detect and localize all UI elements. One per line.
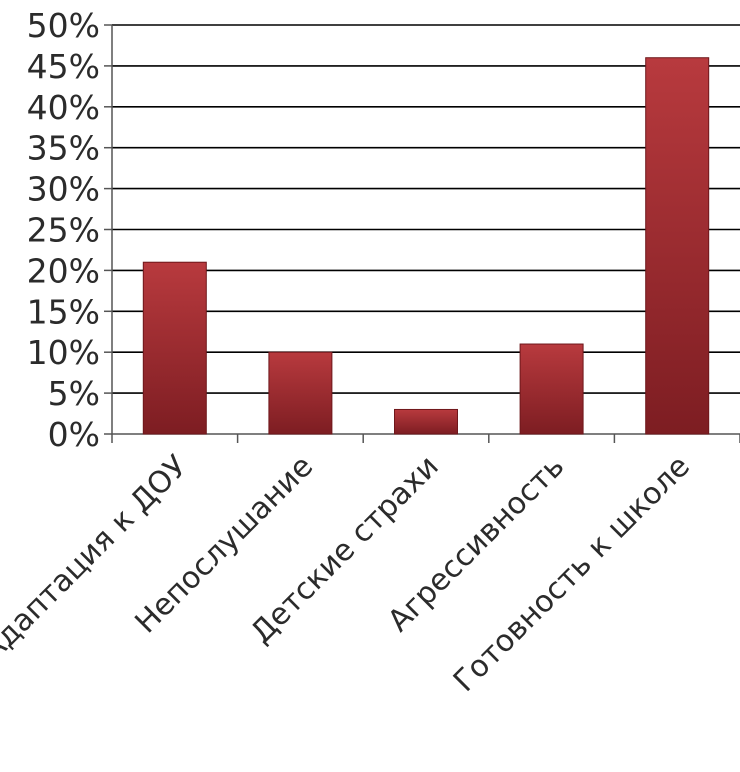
gridlines [112,24,740,394]
y-tick-label: 35% [27,129,100,168]
axes [104,24,740,443]
y-tick-label: 0% [48,415,100,454]
bar-4 [519,343,584,435]
bars [142,57,710,435]
y-tick-label: 25% [27,211,100,250]
category-label: Адаптация к ДОУ [0,449,194,669]
bar-5 [645,57,710,435]
bar-3 [394,408,458,435]
y-tick-label: 20% [27,251,100,290]
bar-1 [142,261,207,435]
y-tick-label: 5% [48,374,100,413]
bar-2 [268,351,333,435]
y-tick-label: 15% [27,292,100,331]
y-tick-labels: 0%5%10%15%20%25%30%35%40%45%50% [27,6,100,454]
y-tick-label: 45% [27,47,100,86]
y-tick-label: 10% [27,333,100,372]
y-tick-label: 50% [27,6,100,45]
y-tick-label: 30% [27,170,100,209]
y-tick-label: 40% [27,88,100,127]
category-label: Готовность к школе [447,449,697,699]
